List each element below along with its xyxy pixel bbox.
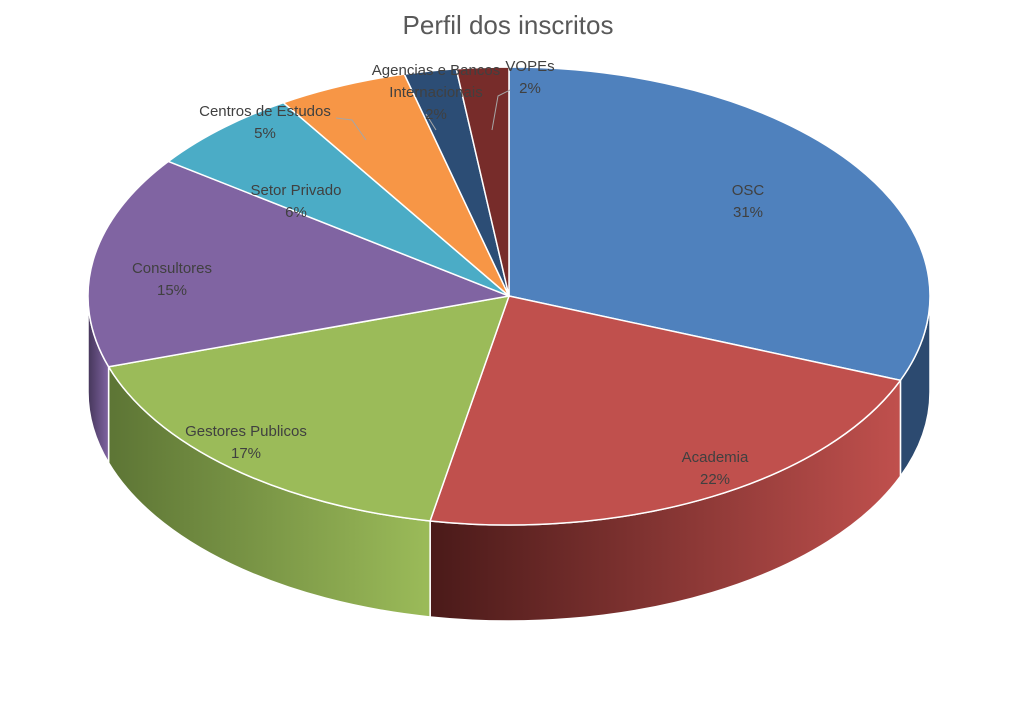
- slice-labels: OSC 31% Academia 22% Gestores Publicos 17% Con…: [132, 58, 764, 488]
- pie-slice-setor-privado: [166, 101, 510, 297]
- pie-slice-gestores-publicos: [107, 295, 511, 522]
- pie-slice-osc: [508, 66, 931, 382]
- slice-label-gestores-publicos: Gestores Publicos 17%: [185, 423, 307, 462]
- chart-title: Perfil dos inscritos: [403, 10, 614, 40]
- pie-slice-consultores: [87, 160, 512, 368]
- slice-label-agencias-e-bancos-internacionais: Agencias e Bancos Internacionais 2%: [372, 62, 500, 123]
- slice-label-centros-de-estudos: Centros de Estudos 5%: [199, 103, 331, 142]
- slice-label-setor-privado: Setor Privado 6%: [251, 182, 342, 221]
- slice-label-academia: Academia 22%: [682, 449, 749, 488]
- slice-label-consultores: Consultores 15%: [132, 260, 212, 299]
- pie-slice-academia: [429, 295, 902, 526]
- pie-sides: [87, 295, 931, 622]
- leader-line: [491, 89, 511, 131]
- leader-line: [425, 113, 437, 131]
- slice-label-vopes: VOPEs 2%: [505, 58, 554, 97]
- pie-top: [87, 66, 931, 526]
- slice-label-osc: OSC 31%: [732, 182, 765, 221]
- leader-lines: [335, 89, 511, 141]
- pie-slice-vopes: [455, 66, 510, 297]
- leader-line: [335, 117, 367, 141]
